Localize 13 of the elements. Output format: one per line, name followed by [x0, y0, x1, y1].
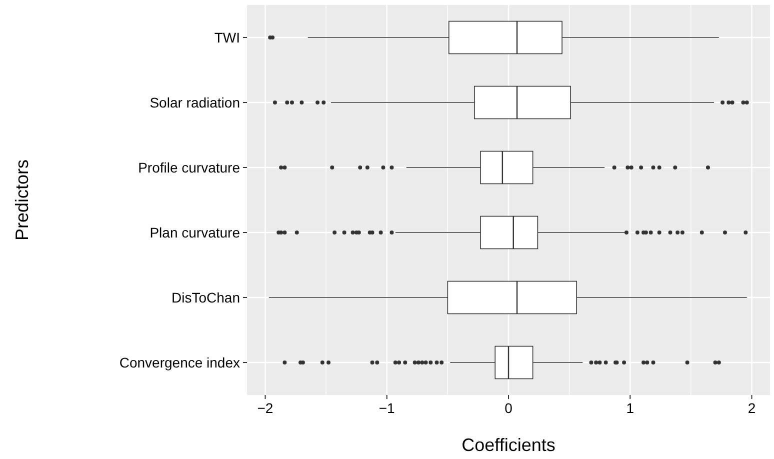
x-tick-label: −1	[378, 400, 396, 416]
y-tick-label: TWI	[214, 29, 240, 46]
x-tick-label: 1	[626, 400, 634, 416]
x-tick-label: 0	[504, 400, 513, 416]
y-tick-label: DisToChan	[172, 289, 240, 306]
y-tick-label: Convergence index	[119, 354, 240, 370]
x-tick-label: −2	[257, 400, 274, 416]
y-tick-label: Profile curvature	[138, 159, 240, 176]
y-tick-label: Solar radiation	[150, 94, 240, 110]
x-tick-label: 2	[748, 400, 756, 416]
y-axis-title: Predictors	[12, 159, 32, 241]
y-tick-label: Plan curvature	[150, 224, 240, 240]
x-axis-title: Coefficients	[462, 435, 556, 455]
